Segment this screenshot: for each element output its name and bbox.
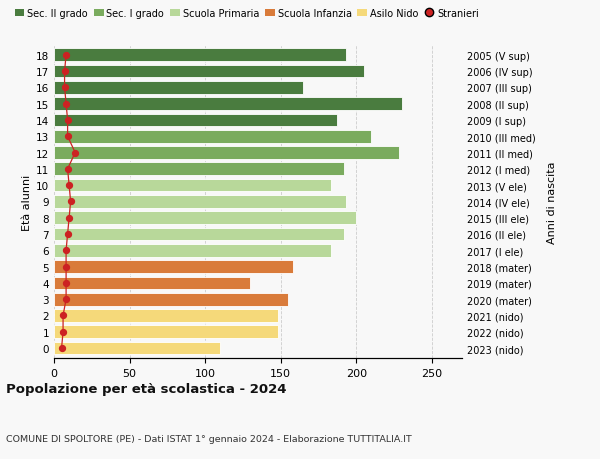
Bar	[54, 66, 364, 78]
Bar	[54, 196, 346, 208]
Bar	[54, 326, 278, 338]
Bar	[54, 342, 220, 355]
Bar	[54, 244, 331, 257]
Bar	[54, 49, 346, 62]
Point	[66, 198, 76, 206]
Point	[61, 52, 71, 59]
Bar	[54, 131, 371, 143]
Bar	[54, 309, 278, 322]
Bar	[54, 293, 288, 306]
Bar	[54, 228, 344, 241]
Bar	[54, 98, 401, 111]
Bar	[54, 179, 331, 192]
Point	[57, 345, 67, 352]
Point	[63, 117, 73, 124]
Text: Popolazione per età scolastica - 2024: Popolazione per età scolastica - 2024	[6, 382, 287, 396]
Point	[61, 101, 71, 108]
Bar	[54, 147, 398, 160]
Point	[58, 312, 68, 319]
Point	[60, 84, 70, 92]
Point	[61, 296, 71, 303]
Bar	[54, 114, 337, 127]
Bar	[54, 212, 356, 224]
Bar	[54, 277, 250, 290]
Point	[63, 231, 73, 238]
Point	[61, 263, 71, 271]
Point	[58, 328, 68, 336]
Bar	[54, 261, 293, 273]
Y-axis label: Anni di nascita: Anni di nascita	[547, 161, 557, 243]
Bar	[54, 82, 304, 95]
Bar	[54, 163, 344, 176]
Point	[63, 133, 73, 140]
Text: COMUNE DI SPOLTORE (PE) - Dati ISTAT 1° gennaio 2024 - Elaborazione TUTTITALIA.I: COMUNE DI SPOLTORE (PE) - Dati ISTAT 1° …	[6, 434, 412, 442]
Y-axis label: Età alunni: Età alunni	[22, 174, 32, 230]
Point	[60, 68, 70, 76]
Point	[70, 150, 80, 157]
Point	[63, 166, 73, 173]
Point	[64, 182, 74, 190]
Point	[64, 214, 74, 222]
Legend: Sec. II grado, Sec. I grado, Scuola Primaria, Scuola Infanzia, Asilo Nido, Stran: Sec. II grado, Sec. I grado, Scuola Prim…	[11, 5, 482, 22]
Point	[61, 247, 71, 254]
Point	[61, 280, 71, 287]
